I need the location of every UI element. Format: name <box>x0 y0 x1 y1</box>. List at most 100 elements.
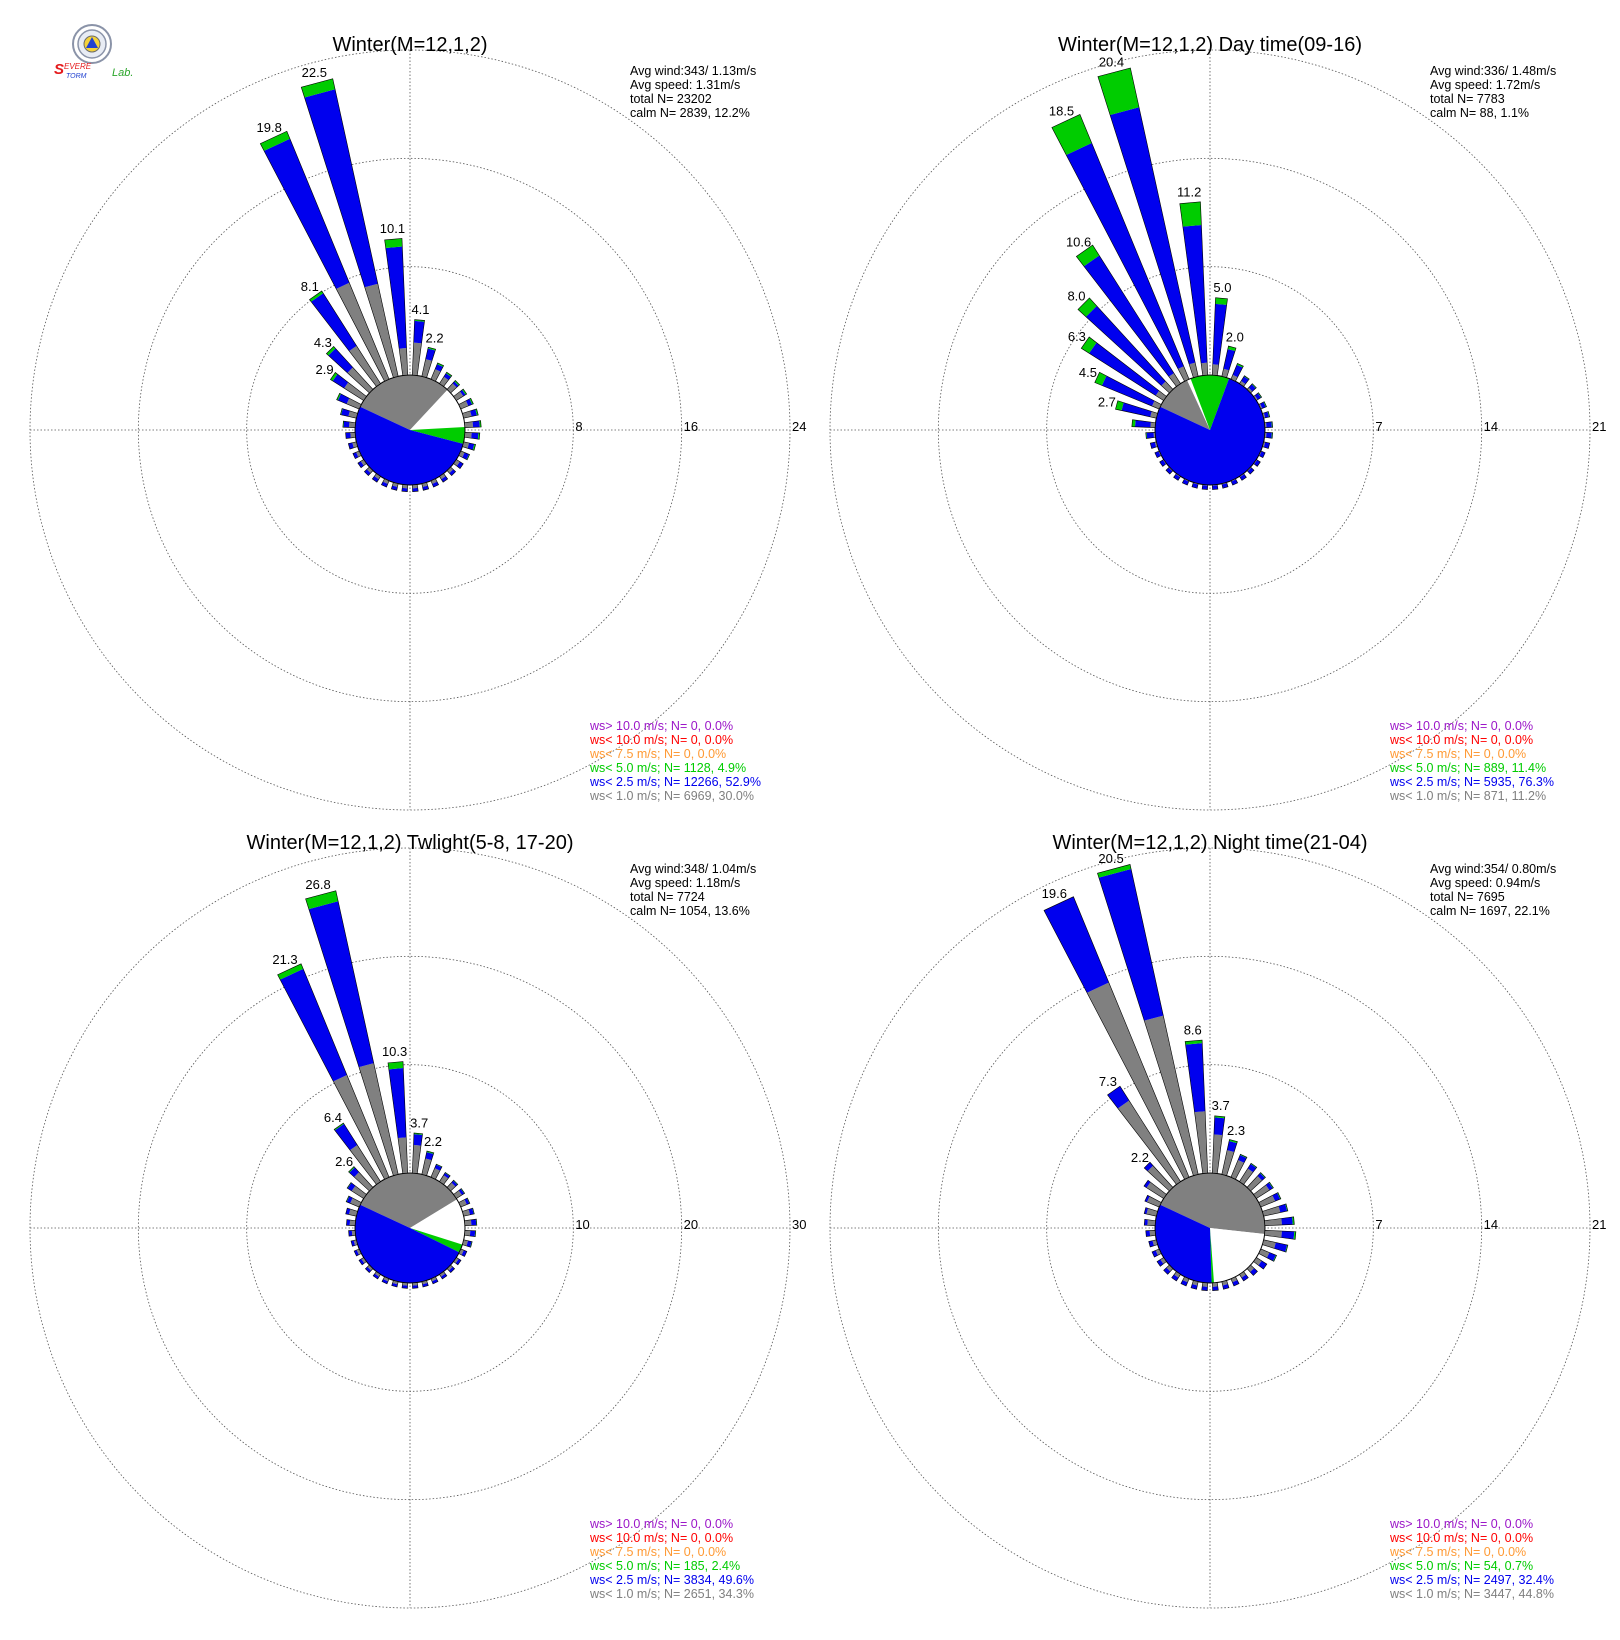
bar-outline <box>342 420 356 429</box>
bar-outline <box>1262 441 1271 449</box>
calm-disc-calm-sector <box>1187 378 1210 430</box>
bar-segment-lt25 <box>1231 479 1238 486</box>
bar-segment-lt5 <box>475 408 479 416</box>
bar-segment-lt25 <box>434 1164 442 1171</box>
bar-segment-lt25 <box>1202 485 1208 490</box>
stats-line: calm N= 88, 1.1% <box>1430 106 1529 120</box>
grid-ring <box>246 1064 574 1392</box>
bar-segment-lt1 <box>412 342 422 376</box>
ring-label: 7 <box>1375 419 1382 434</box>
legend-entry: ws< 2.5 m/s; N= 3834, 49.6% <box>589 1573 754 1587</box>
bar-segment-lt25 <box>425 1152 434 1161</box>
bar-segment-lt25 <box>1213 1117 1225 1136</box>
bar-outline <box>462 441 476 451</box>
bar-segment-lt1 <box>1168 467 1173 472</box>
bar-segment-lt25 <box>431 1279 438 1284</box>
bar-segment-lt25 <box>472 420 480 428</box>
bar-segment-lt5 <box>472 444 476 451</box>
bar-segment-lt25 <box>328 348 353 373</box>
bar-segment-lt5 <box>437 362 444 367</box>
bar-segment-lt25 <box>432 481 439 488</box>
bar-segment-lt1 <box>351 1185 367 1199</box>
bar-outline <box>439 1171 451 1185</box>
bar-segment-lt25 <box>1266 421 1272 428</box>
bar-segment-lt25 <box>1182 225 1208 364</box>
bar-segment-lt25 <box>311 293 357 352</box>
bar-segment-lt1 <box>458 400 469 410</box>
bar-outline <box>464 1229 477 1238</box>
bar-outline <box>462 1239 473 1248</box>
bar-segment-lt1 <box>374 473 381 480</box>
stats-line: Avg wind:343/ 1.13m/s <box>630 64 756 78</box>
bar-segment-lt1 <box>346 398 362 410</box>
calm-disc-lt1-sector <box>360 375 448 430</box>
bar-segment-lt5 <box>1097 864 1132 878</box>
bar-segment-lt1 <box>464 421 474 428</box>
bar-outline <box>1253 1181 1274 1199</box>
bar-segment-lt25 <box>401 487 408 492</box>
ring-label: 20 <box>684 1217 698 1232</box>
bar-outline <box>391 1280 399 1288</box>
stats-line: Avg wind:336/ 1.48m/s <box>1430 64 1556 78</box>
bar-segment-lt1 <box>453 391 464 401</box>
stats-line: Avg wind:354/ 0.80m/s <box>1430 862 1556 876</box>
legend-entry: ws> 10.0 m/s; N= 0, 0.0% <box>1389 719 1533 733</box>
bar-outline <box>453 1257 462 1266</box>
grid-ring <box>137 955 683 1501</box>
ring-label: 8 <box>575 419 582 434</box>
bar-outline <box>1115 400 1158 419</box>
bar-segment-lt1 <box>412 1144 421 1174</box>
bar-segment-lt1 <box>350 432 356 438</box>
bar-segment-lt25 <box>1223 349 1236 371</box>
bar-segment-lt5 <box>305 890 339 910</box>
bar-outline <box>421 482 430 491</box>
bar-segment-lt5 <box>309 290 324 302</box>
bar-value-label: 19.8 <box>257 120 282 135</box>
bar-segment-lt1 <box>453 1257 459 1264</box>
bar-outline <box>1264 431 1274 439</box>
bar-segment-lt25 <box>461 1250 467 1257</box>
bar-segment-lt1 <box>462 1209 471 1217</box>
bar-segment-lt25 <box>1260 402 1266 409</box>
bar-value-label: 3.7 <box>1212 1098 1230 1113</box>
bar-outline <box>363 466 374 477</box>
bar-segment-lt25 <box>469 1230 476 1237</box>
bar-segment-lt1 <box>344 382 367 401</box>
bar-segment-lt25 <box>357 461 364 468</box>
bar-segment-lt1 <box>1168 373 1181 387</box>
svg-text:Lab.: Lab. <box>112 67 133 79</box>
legend-entry: ws> 10.0 m/s; N= 0, 0.0% <box>1389 1517 1533 1531</box>
calm-disc-outline <box>1154 374 1266 486</box>
bar-segment-lt25 <box>1157 1259 1164 1267</box>
bar-segment-lt5 <box>469 398 474 405</box>
bar-value-label: 8.6 <box>1184 1023 1202 1038</box>
bar-segment-lt25 <box>1083 255 1174 377</box>
bar-segment-lt5 <box>414 319 425 322</box>
bar-segment-lt1 <box>1155 390 1167 401</box>
bar-segment-lt25 <box>412 487 419 492</box>
bar-segment-lt1 <box>361 1257 367 1264</box>
bar-outline <box>1201 1282 1209 1292</box>
bar-segment-lt25 <box>452 381 459 388</box>
grid-ring <box>829 847 1591 1609</box>
bar-segment-lt25 <box>448 1266 455 1273</box>
bar-outline <box>1221 1139 1238 1176</box>
bar-segment-lt1 <box>1253 459 1258 465</box>
bar-segment-lt1 <box>1201 362 1208 376</box>
ring-label: 14 <box>1484 419 1498 434</box>
bar-segment-lt1 <box>1262 441 1266 448</box>
bar-segment-lt1 <box>1192 1280 1199 1286</box>
bar-segment-lt25 <box>1098 868 1164 1021</box>
bar-segment-lt1 <box>1258 403 1263 410</box>
bar-segment-lt25 <box>1173 474 1181 481</box>
bar-segment-lt5 <box>301 78 336 98</box>
bar-outline <box>1143 1161 1174 1192</box>
bar-segment-lt25 <box>1227 1141 1237 1152</box>
bar-value-label: 2.2 <box>424 1134 442 1149</box>
bar-segment-lt5 <box>1268 1182 1274 1189</box>
bar-segment-lt25 <box>1272 1192 1281 1202</box>
grid-ring <box>29 847 791 1609</box>
bar-segment-lt1 <box>1258 1248 1270 1258</box>
bar-segment-lt25 <box>341 408 350 417</box>
